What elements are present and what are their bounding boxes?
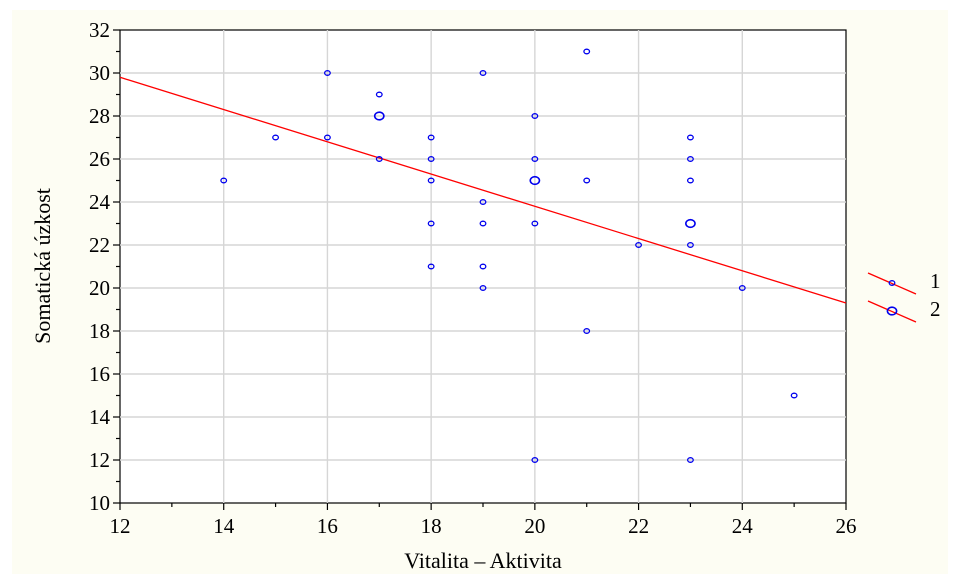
- data-point: [583, 177, 591, 184]
- data-point: [427, 134, 435, 141]
- data-point: [531, 156, 539, 162]
- data-point: [272, 134, 280, 141]
- data-point: [531, 457, 539, 463]
- y-tick-label: 30: [89, 61, 110, 85]
- y-tick-label: 28: [89, 104, 110, 128]
- y-axis-label: Somatická úzkost: [30, 188, 55, 344]
- y-tick-label: 24: [89, 190, 111, 214]
- plot-area: [119, 29, 847, 504]
- y-tick-label: 10: [89, 491, 110, 515]
- x-tick-label: 14: [213, 514, 235, 538]
- axis-ticks: [113, 29, 847, 510]
- legend-label: 2: [930, 297, 941, 321]
- y-tick-label: 32: [89, 18, 110, 42]
- legend-marker: [888, 280, 896, 286]
- data-point: [531, 113, 539, 119]
- data-point: [583, 328, 591, 334]
- regression-line: [119, 76, 847, 304]
- data-point: [375, 156, 383, 162]
- data-point: [479, 199, 487, 205]
- points-layer: [220, 48, 798, 463]
- data-point: [686, 156, 694, 162]
- x-tick-label: 20: [524, 514, 545, 538]
- data-point: [686, 457, 694, 463]
- x-axis-label: Vitalita – Aktivita: [404, 548, 562, 573]
- data-point: [479, 70, 487, 76]
- x-tick-label: 22: [628, 514, 649, 538]
- data-point: [375, 91, 383, 98]
- legend-label: 1: [930, 269, 941, 293]
- x-tick-label: 24: [732, 514, 754, 538]
- y-tick-label: 22: [89, 233, 110, 257]
- data-point: [220, 177, 228, 184]
- data-point: [686, 177, 694, 184]
- data-point: [323, 134, 331, 141]
- data-point-large: [685, 218, 696, 229]
- y-tick-label: 20: [89, 276, 110, 300]
- y-tick-label: 12: [89, 448, 110, 472]
- data-point: [479, 220, 487, 227]
- data-point-large: [373, 111, 385, 121]
- data-point: [686, 242, 694, 248]
- data-point: [738, 285, 746, 291]
- data-point-large: [529, 175, 541, 186]
- data-point: [686, 134, 694, 141]
- data-point: [479, 285, 487, 291]
- x-tick-label: 16: [317, 514, 338, 538]
- data-point: [427, 263, 435, 270]
- data-point: [583, 48, 591, 55]
- grid: [120, 30, 846, 503]
- legend-marker: [886, 306, 898, 316]
- x-tick-label: 26: [836, 514, 857, 538]
- legend-line: [867, 300, 917, 323]
- data-point: [790, 392, 798, 399]
- data-point: [427, 220, 435, 227]
- data-point: [427, 156, 435, 162]
- y-tick-label: 26: [89, 147, 110, 171]
- data-point: [531, 220, 539, 227]
- y-tick-label: 14: [89, 405, 111, 429]
- x-tick-label: 12: [110, 514, 131, 538]
- data-point: [479, 263, 487, 270]
- legend: 12: [867, 269, 941, 323]
- data-point: [635, 242, 643, 248]
- data-point: [427, 177, 435, 184]
- data-point: [323, 70, 331, 76]
- y-tick-label: 18: [89, 319, 110, 343]
- x-tick-label: 18: [421, 514, 442, 538]
- regression-layer: [119, 76, 847, 304]
- y-tick-label: 16: [89, 362, 110, 386]
- legend-line: [867, 272, 917, 295]
